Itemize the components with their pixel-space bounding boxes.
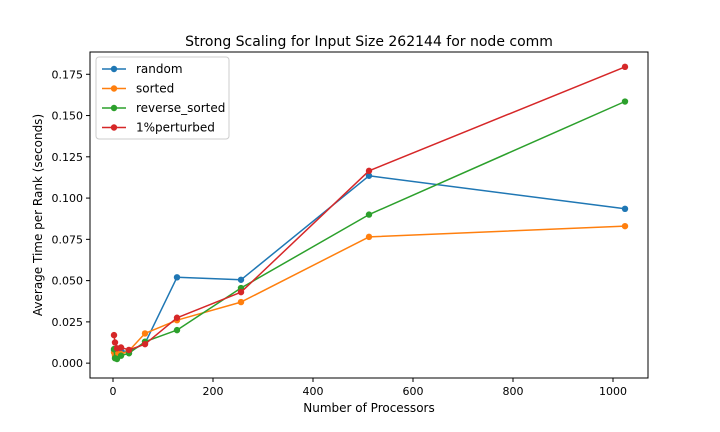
y-axis: 0.000 0.025 0.050 0.075 0.100 0.125 0.150 0.175: [52, 68, 90, 370]
data-point-reverse-sorted: [365, 211, 373, 218]
legend-marker: [110, 85, 118, 92]
data-point-reverse-sorted: [173, 326, 181, 334]
y-tick-label: 0.175: [52, 68, 84, 81]
data-point-1-perturbed: [110, 331, 118, 339]
data-point-random: [621, 205, 629, 213]
data-point-random: [173, 274, 181, 281]
legend: random sorted reverse_sorted 1%perturbed: [95, 56, 230, 140]
x-tick-label: 0: [110, 385, 117, 398]
data-point-random: [365, 172, 373, 179]
legend-box: [95, 56, 230, 140]
y-tick-label: 0.125: [52, 151, 84, 164]
y-tick-label: 0.025: [52, 316, 84, 329]
x-tick-label: 200: [203, 385, 224, 398]
data-point-1-perturbed: [141, 340, 149, 348]
x-tick-label: 1000: [599, 385, 627, 398]
data-point-1-perturbed: [125, 346, 133, 354]
x-axis: 0 200 400 600 800 1000: [110, 378, 627, 398]
legend-marker: [110, 65, 118, 73]
data-point-1-perturbed: [117, 344, 125, 351]
data-point-1-perturbed: [621, 63, 629, 71]
y-tick-label: 0.100: [52, 192, 84, 205]
y-tick-label: 0.075: [52, 233, 84, 246]
x-tick-label: 600: [403, 385, 424, 398]
data-point-1-perturbed: [111, 339, 119, 346]
series-layer: [110, 63, 629, 363]
x-tick-label: 400: [303, 385, 324, 398]
chart-title: Strong Scaling for Input Size 262144 for…: [185, 34, 553, 50]
y-axis-label: Average Time per Rank (seconds): [31, 114, 45, 316]
legend-marker: [110, 124, 118, 131]
data-point-1-perturbed: [237, 288, 245, 296]
x-axis-label: Number of Processors: [303, 401, 434, 415]
legend-label: random: [136, 62, 183, 76]
data-point-sorted: [141, 330, 149, 337]
data-point-sorted: [621, 222, 629, 230]
data-point-reverse-sorted: [621, 98, 629, 105]
data-point-random: [237, 276, 245, 283]
legend-label: reverse_sorted: [136, 101, 225, 115]
x-tick-label: 800: [503, 385, 524, 398]
data-point-reverse-sorted: [117, 352, 125, 359]
data-point-1-perturbed: [173, 314, 181, 321]
plot-frame: [89, 51, 649, 379]
data-point-sorted: [365, 233, 373, 241]
y-tick-label: 0.050: [52, 275, 84, 288]
y-tick-label: 0.150: [52, 110, 84, 123]
legend-label: sorted: [136, 82, 174, 96]
y-tick-label: 0.000: [52, 357, 84, 370]
legend-label: 1%perturbed: [136, 121, 215, 135]
legend-marker: [110, 104, 118, 112]
data-point-1-perturbed: [365, 167, 373, 175]
data-point-sorted: [237, 298, 245, 306]
